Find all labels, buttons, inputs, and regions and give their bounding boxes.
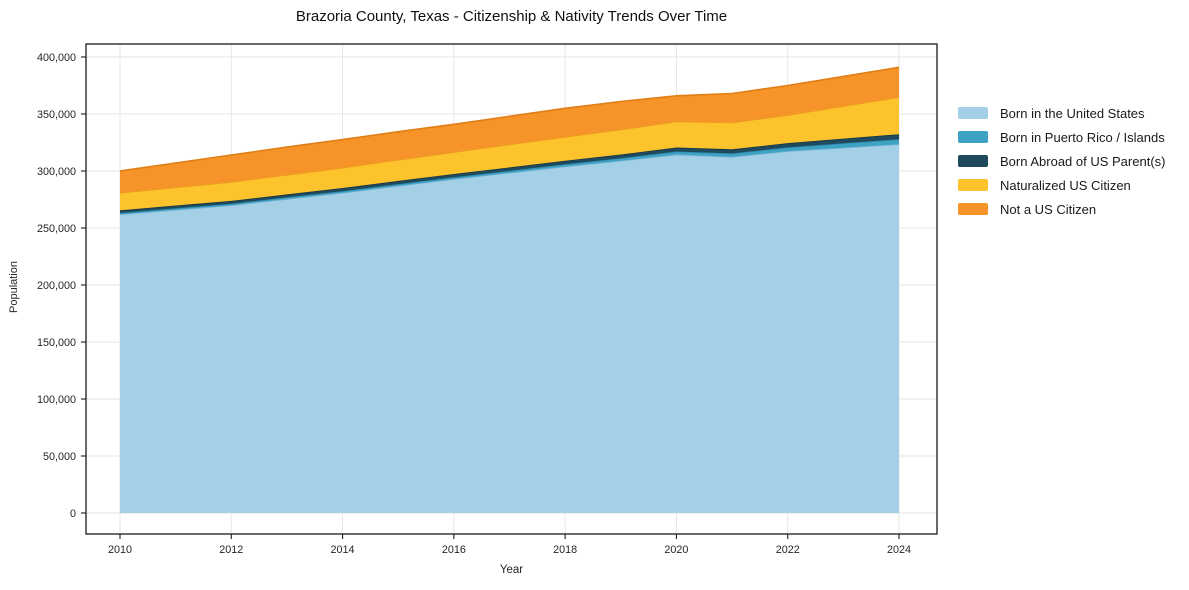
series-area-3 — [120, 97, 899, 211]
legend-label: Naturalized US Citizen — [1000, 177, 1131, 193]
plot-frame — [85, 43, 938, 535]
series-area-4 — [120, 67, 899, 193]
series-area-1 — [120, 139, 899, 215]
y-tick-label: 400,000 — [37, 52, 76, 64]
series-edge-4 — [119, 66, 900, 172]
legend-item: Born in the United States — [958, 101, 1165, 125]
y-tick-label: 300,000 — [37, 166, 76, 178]
y-tick-label: 150,000 — [37, 337, 76, 349]
legend-swatch — [958, 155, 988, 167]
y-tick-label: 250,000 — [37, 223, 76, 235]
legend-label: Not a US Citizen — [1000, 201, 1097, 217]
series-area-0 — [120, 144, 899, 513]
x-tick-label: 2020 — [664, 544, 688, 556]
legend-label: Born in Puerto Rico / Islands — [1000, 129, 1165, 145]
x-tick-label: 2018 — [553, 544, 577, 556]
legend: Born in the United States Born in Puerto… — [958, 101, 1165, 221]
x-tick-label: 2010 — [108, 544, 132, 556]
x-tick-label: 2022 — [776, 544, 800, 556]
legend-item: Born Abroad of US Parent(s) — [958, 149, 1165, 173]
y-tick-label: 200,000 — [37, 280, 76, 292]
y-tick-label: 0 — [70, 508, 76, 520]
y-tick-label: 350,000 — [37, 109, 76, 121]
y-tick-label: 100,000 — [37, 394, 76, 406]
legend-label: Born in the United States — [1000, 105, 1145, 121]
y-tick-label: 50,000 — [43, 451, 76, 463]
legend-swatch — [958, 107, 988, 119]
chart-title: Brazoria County, Texas - Citizenship & N… — [295, 8, 728, 25]
x-axis-label: Year — [499, 564, 524, 576]
legend-item: Naturalized US Citizen — [958, 173, 1165, 197]
x-tick-label: 2016 — [442, 544, 466, 556]
legend-label: Born Abroad of US Parent(s) — [1000, 153, 1166, 169]
legend-item: Born in Puerto Rico / Islands — [958, 125, 1165, 149]
legend-swatch — [958, 179, 988, 191]
series-area-2 — [120, 134, 899, 213]
legend-swatch — [958, 131, 988, 143]
legend-item: Not a US Citizen — [958, 197, 1165, 221]
x-tick-label: 2024 — [887, 544, 911, 556]
x-tick-label: 2014 — [331, 544, 355, 556]
x-tick-label: 2012 — [219, 544, 243, 556]
legend-swatch — [958, 203, 988, 215]
